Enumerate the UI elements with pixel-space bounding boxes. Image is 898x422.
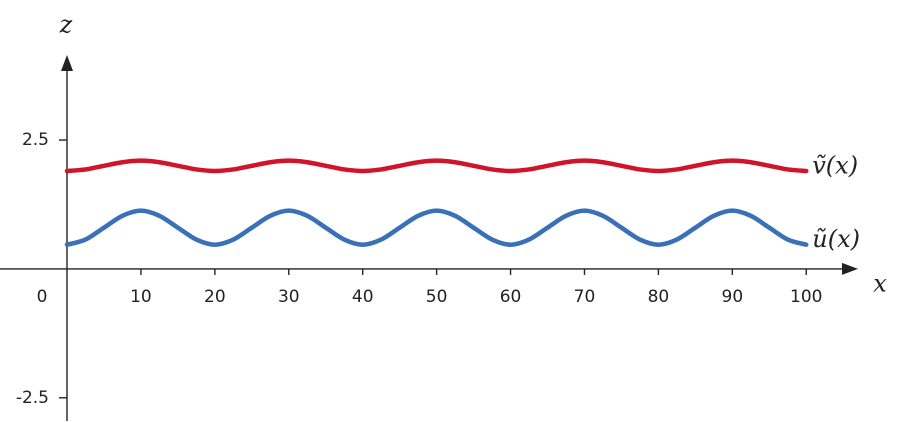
y-axis-label: z xyxy=(59,11,73,39)
x-tick-label: 10 xyxy=(130,287,152,307)
x-axis-arrow xyxy=(842,262,858,275)
series-label: ũ(x) xyxy=(812,225,860,253)
x-tick-label: 30 xyxy=(278,287,300,307)
x-tick-label: 70 xyxy=(574,287,596,307)
x-axis-label: x xyxy=(873,270,887,298)
series-line xyxy=(64,158,809,174)
y-tick-label: -2.5 xyxy=(16,388,49,408)
x-tick-label: 80 xyxy=(648,287,670,307)
x-tick-label: 40 xyxy=(352,287,374,307)
x-tick-label: 60 xyxy=(500,287,522,307)
x-tick-label: 100 xyxy=(790,287,822,307)
y-axis-arrow xyxy=(61,55,73,71)
x-tick-label: 0 xyxy=(37,287,48,307)
x-tick-label: 50 xyxy=(426,287,448,307)
series-line xyxy=(64,208,809,247)
x-tick-label: 20 xyxy=(204,287,226,307)
y-tick-label: 2.5 xyxy=(22,130,49,150)
series-label: ṽ(x) xyxy=(812,151,858,179)
x-tick-label: 90 xyxy=(722,287,744,307)
